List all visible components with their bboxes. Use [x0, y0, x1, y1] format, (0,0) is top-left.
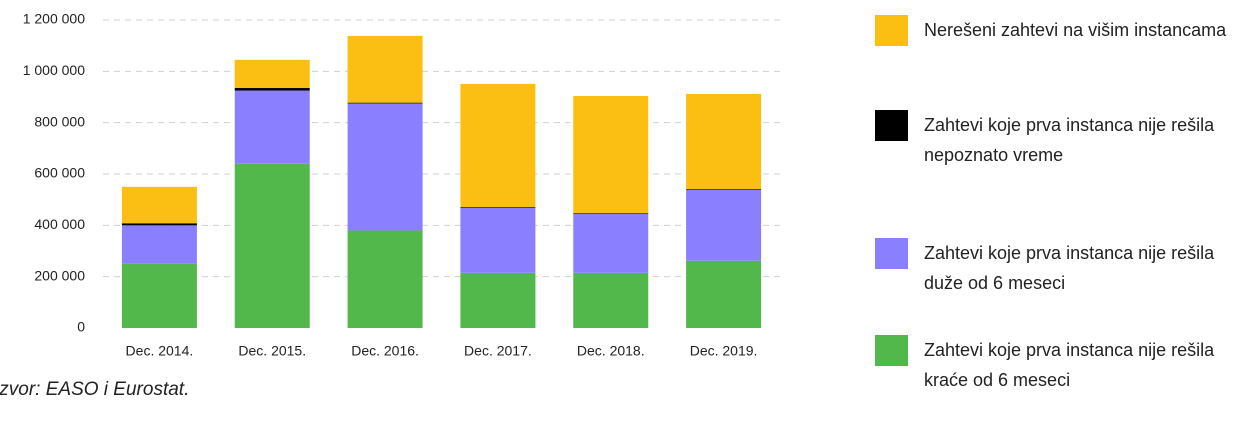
x-tick-label: Dec. 2016. — [351, 343, 419, 359]
legend-item: Zahtevi koje prva instanca nije rešila k… — [875, 335, 1229, 395]
legend-swatch — [875, 335, 908, 366]
bar-segment — [234, 88, 310, 91]
bar-segment — [347, 230, 423, 328]
y-tick-label: 400 000 — [34, 216, 85, 232]
bar-segment — [460, 272, 536, 328]
bar-segment — [686, 189, 762, 190]
bar-segment — [347, 35, 423, 103]
x-tick-label: Dec. 2015. — [238, 343, 306, 359]
bar-segment — [347, 102, 423, 104]
legend-item: Zahtevi koje prva instanca nije rešila d… — [875, 238, 1229, 298]
legend-label: Nerešeni zahtevi na višim instancama — [924, 20, 1227, 40]
legend-swatch — [875, 110, 908, 141]
y-tick-label: 1 000 000 — [23, 62, 85, 78]
x-tick-label: Dec. 2018. — [577, 343, 645, 359]
x-tick-label: Dec. 2014. — [126, 343, 194, 359]
bar-segment — [686, 260, 762, 328]
legend-label: Zahtevi koje prva instanca nije rešila d… — [924, 243, 1215, 293]
legend-label: Zahtevi koje prva instanca nije rešila k… — [924, 340, 1215, 390]
source: Izvor: EASO i Eurostat. — [0, 379, 189, 400]
x-tick-label: Dec. 2017. — [464, 343, 532, 359]
chart: Izvor: EASO i Eurostat. 0 200 000 400 000 6… — [0, 11, 780, 400]
legend-swatch — [875, 15, 908, 46]
bar-segment — [573, 213, 649, 215]
bar-segment — [573, 214, 649, 273]
bar-segment — [573, 95, 649, 214]
y-tick-label: 600 000 — [34, 165, 85, 181]
legend-item: Nerešeni zahtevi na višim instancama — [875, 15, 1229, 46]
bar-segment — [234, 163, 310, 328]
legend-swatch — [875, 238, 908, 269]
bar-segment — [686, 189, 762, 261]
y-tick-label: 1 200 000 — [23, 11, 85, 27]
bar-segment — [460, 83, 536, 208]
y-tick-label: 800 000 — [34, 113, 85, 129]
y-tick-label: 0 — [77, 319, 85, 335]
bar-segment — [347, 103, 423, 231]
bar-segment — [460, 207, 536, 208]
bar-segment — [234, 59, 310, 89]
legend-label: Zahtevi koje prva instanca nije rešila n… — [924, 115, 1215, 165]
x-tick-label: Dec. 2019. — [690, 343, 758, 359]
bar-segment — [460, 207, 536, 273]
bar-segment — [121, 186, 197, 224]
bar-segment — [234, 90, 310, 164]
bar-segment — [573, 272, 649, 328]
bar-segment — [686, 93, 762, 190]
legend-item: Zahtevi koje prva instanca nije rešila n… — [875, 110, 1229, 170]
y-tick-label: 200 000 — [34, 267, 85, 283]
bar-segment — [121, 263, 197, 328]
bar-segment — [121, 225, 197, 264]
bar-segment — [121, 223, 197, 226]
